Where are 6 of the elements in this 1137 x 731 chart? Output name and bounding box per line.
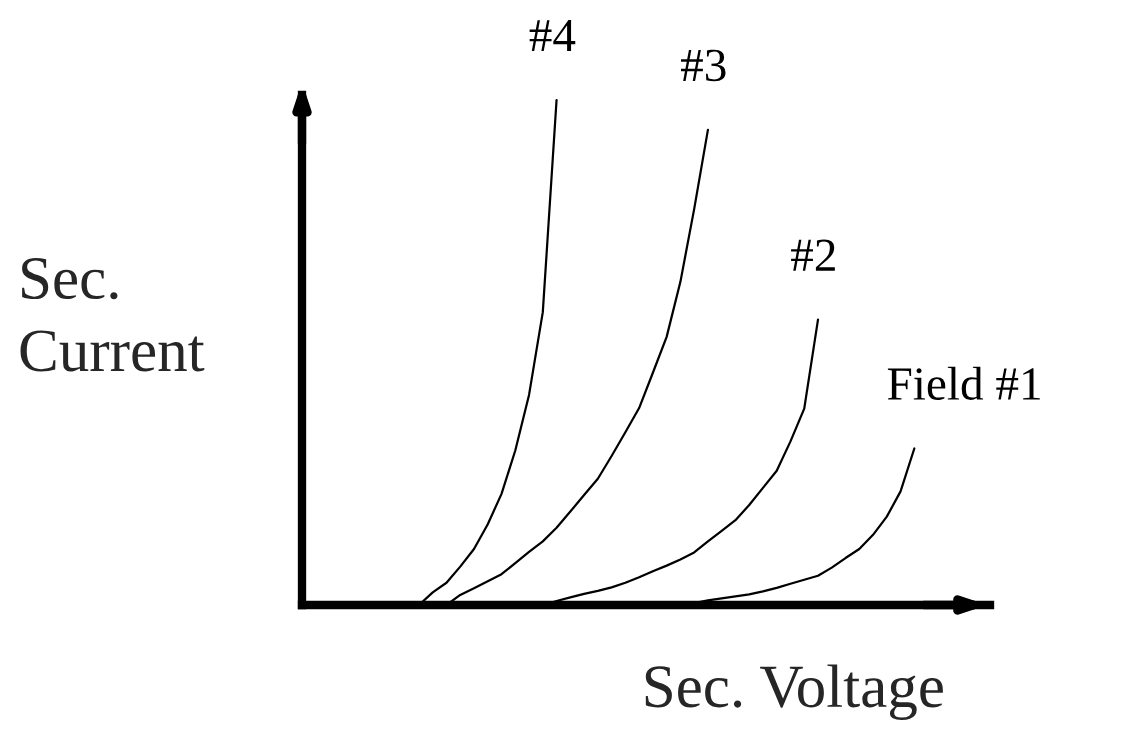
x-axis-title: Sec. Voltage	[645, 664, 943, 720]
series-label: #2	[791, 239, 835, 271]
y-axis-title: Sec. Current	[20, 258, 205, 372]
series-label: #3	[681, 49, 726, 82]
series-label: Field #1	[887, 366, 1040, 400]
series-label: #4	[529, 20, 576, 52]
